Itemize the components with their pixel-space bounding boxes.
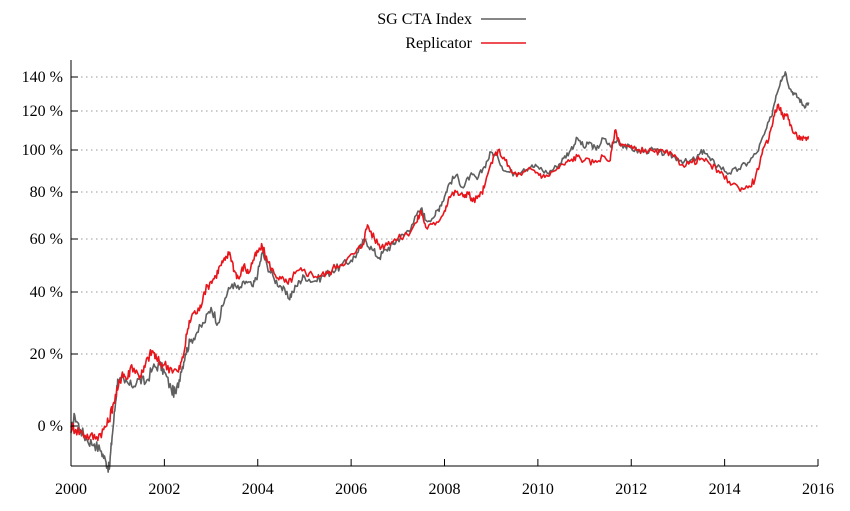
- series-line-sg-cta-index: [70, 71, 810, 473]
- legend: SG CTA Index Replicator: [377, 11, 526, 52]
- x-tick-label: 2002: [148, 481, 180, 498]
- y-tick-label: 40 %: [30, 284, 63, 301]
- gridlines: [71, 76, 818, 427]
- tick-labels: 0 % 20 % 40 % 60 % 80 % 100 % 120 % 140 % 2000 20…: [22, 69, 834, 498]
- y-tick-label: 140 %: [22, 69, 63, 86]
- series-lines: [70, 71, 810, 473]
- y-tick-label: 100 %: [22, 142, 63, 159]
- x-tick-label: 2008: [429, 481, 461, 498]
- y-tick-label: 60 %: [30, 231, 63, 248]
- y-tick-label: 0 %: [38, 418, 63, 435]
- axes: [70, 60, 819, 467]
- x-tick-label: 2010: [522, 481, 554, 498]
- x-tick-label: 2016: [802, 481, 834, 498]
- x-tick-label: 2014: [709, 481, 741, 498]
- series-line-replicator: [70, 103, 810, 442]
- x-tick-label: 2004: [242, 481, 274, 498]
- y-tick-label: 120 %: [22, 103, 63, 120]
- x-tick-label: 2006: [335, 481, 367, 498]
- legend-label: Replicator: [405, 35, 472, 52]
- x-tick-label: 2012: [615, 481, 647, 498]
- y-tick-label: 20 %: [30, 346, 63, 363]
- x-tick-label: 2000: [55, 481, 87, 498]
- y-tick-label: 80 %: [30, 184, 63, 201]
- legend-label: SG CTA Index: [377, 11, 472, 28]
